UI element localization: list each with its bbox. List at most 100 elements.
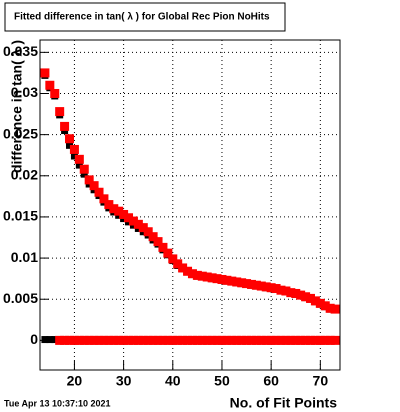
x-tick-label: 20	[67, 373, 83, 389]
marker	[60, 121, 70, 131]
marker	[227, 335, 237, 345]
marker	[51, 336, 59, 344]
marker	[296, 290, 306, 300]
marker	[158, 242, 168, 252]
marker	[281, 286, 291, 296]
marker	[276, 335, 286, 345]
marker	[148, 232, 158, 242]
marker	[305, 293, 315, 303]
y-axis-label: difference in tan( λ )	[9, 40, 25, 173]
x-tick-label: 70	[313, 373, 329, 389]
marker	[183, 266, 193, 276]
marker	[84, 335, 94, 345]
plot-border	[39, 39, 341, 371]
x-axis-label: No. of Fit Points	[230, 395, 338, 411]
marker	[237, 278, 247, 288]
timestamp: Tue Apr 13 10:37:10 2021	[4, 398, 111, 408]
marker	[69, 144, 79, 154]
marker	[301, 292, 311, 302]
marker	[173, 335, 183, 345]
marker	[70, 152, 78, 160]
marker	[65, 134, 75, 144]
marker	[246, 335, 256, 345]
marker	[124, 213, 134, 223]
title-box	[4, 2, 286, 32]
marker	[79, 164, 89, 174]
marker	[158, 335, 168, 345]
marker	[291, 288, 301, 298]
marker	[242, 279, 252, 289]
marker	[119, 335, 129, 345]
marker	[325, 303, 335, 313]
marker	[291, 335, 301, 345]
marker	[227, 276, 237, 286]
marker	[55, 107, 65, 117]
marker	[271, 335, 281, 345]
marker	[104, 335, 114, 345]
marker	[222, 335, 232, 345]
marker	[276, 285, 286, 295]
marker	[66, 141, 74, 149]
marker	[197, 335, 207, 345]
marker	[207, 335, 217, 345]
marker	[192, 335, 202, 345]
marker	[153, 237, 163, 247]
marker	[330, 335, 340, 345]
marker	[237, 335, 247, 345]
chart-title: Fitted difference in tan( λ ) for Global…	[14, 12, 270, 23]
marker	[41, 336, 49, 344]
marker	[232, 335, 242, 345]
marker	[217, 335, 227, 345]
marker	[94, 187, 104, 197]
marker	[212, 335, 222, 345]
marker	[202, 272, 212, 282]
marker	[256, 281, 266, 291]
marker	[124, 335, 134, 345]
marker	[119, 209, 129, 219]
y-tick-label: 0.01	[11, 249, 38, 265]
marker	[173, 259, 183, 269]
marker	[55, 335, 65, 345]
marker	[153, 335, 163, 345]
marker	[286, 288, 296, 298]
marker	[99, 194, 109, 204]
marker	[301, 335, 311, 345]
marker	[281, 335, 291, 345]
marker	[46, 336, 54, 344]
marker	[168, 335, 178, 345]
x-tick-label: 40	[165, 373, 181, 389]
marker	[143, 335, 153, 345]
marker	[178, 263, 188, 273]
marker	[310, 335, 320, 345]
marker	[310, 296, 320, 306]
marker	[256, 335, 266, 345]
y-tick-label: 0.015	[3, 208, 38, 224]
series	[40, 68, 340, 314]
marker	[178, 335, 188, 345]
marker	[207, 273, 217, 283]
marker	[148, 335, 158, 345]
marker	[192, 270, 202, 280]
series	[55, 335, 340, 345]
marker	[187, 335, 197, 345]
marker	[320, 335, 330, 345]
marker	[74, 154, 84, 164]
marker	[138, 335, 148, 345]
marker	[79, 335, 89, 345]
marker	[109, 204, 119, 214]
marker	[104, 200, 114, 210]
marker	[212, 274, 222, 284]
marker	[271, 284, 281, 294]
y-tick-label: 0.03	[11, 84, 38, 100]
marker	[114, 206, 124, 216]
marker	[315, 335, 325, 345]
marker	[45, 80, 55, 90]
marker	[222, 275, 232, 285]
marker	[80, 170, 88, 178]
y-tick-label: 0.02	[11, 166, 38, 182]
marker	[261, 335, 271, 345]
marker	[286, 335, 296, 345]
marker	[197, 271, 207, 281]
marker	[69, 335, 79, 345]
marker	[261, 282, 271, 292]
